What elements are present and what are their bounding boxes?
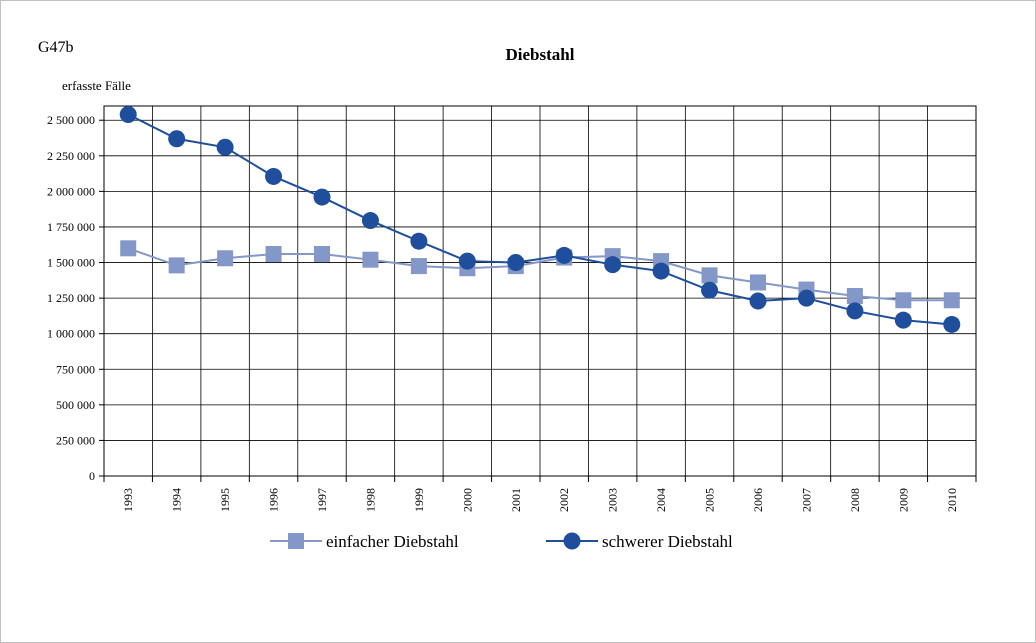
- series-layer: [119, 106, 961, 333]
- data-point-einfacher-diebstahl: [846, 287, 863, 304]
- data-point-einfacher-diebstahl: [701, 267, 718, 284]
- data-point-schwerer-diebstahl: [943, 315, 961, 333]
- data-point-schwerer-diebstahl: [846, 302, 864, 320]
- y-tick-label: 1 250 000: [47, 291, 95, 305]
- x-tick-label: 2005: [703, 488, 717, 512]
- data-point-schwerer-diebstahl: [216, 138, 234, 156]
- x-tick-label: 2003: [606, 488, 620, 512]
- data-point-schwerer-diebstahl: [701, 281, 719, 299]
- x-tick-label: 1995: [218, 488, 232, 512]
- data-point-schwerer-diebstahl: [119, 106, 137, 124]
- x-tick-label: 2010: [945, 488, 959, 512]
- x-tick-label: 1998: [363, 488, 377, 512]
- y-tick-label: 2 000 000: [47, 184, 95, 198]
- gridlines: [103, 105, 977, 477]
- x-tick-label: 2007: [799, 488, 813, 512]
- y-tick-label: 750 000: [56, 362, 95, 376]
- data-point-einfacher-diebstahl: [120, 240, 137, 257]
- x-tick-label: 2002: [557, 488, 571, 512]
- chart-title: Diebstahl: [506, 45, 575, 64]
- data-point-einfacher-diebstahl: [943, 292, 960, 309]
- legend-marker-einfacher-diebstahl: [288, 533, 304, 549]
- x-tick-label: 2009: [896, 488, 910, 512]
- y-tick-label: 1 500 000: [47, 256, 95, 270]
- legend-label-einfacher-diebstahl: einfacher Diebstahl: [326, 532, 459, 551]
- data-point-einfacher-diebstahl: [362, 251, 379, 268]
- y-tick-label: 500 000: [56, 398, 95, 412]
- x-tick-label: 2004: [654, 488, 668, 512]
- data-point-schwerer-diebstahl: [652, 262, 670, 280]
- y-axis-label: erfasste Fälle: [62, 78, 131, 93]
- chart-id-label: G47b: [38, 39, 74, 56]
- data-point-schwerer-diebstahl: [555, 246, 573, 264]
- y-tick-label: 1 000 000: [47, 327, 95, 341]
- data-point-schwerer-diebstahl: [458, 252, 476, 270]
- data-point-schwerer-diebstahl: [894, 311, 912, 329]
- data-point-schwerer-diebstahl: [797, 289, 815, 307]
- data-point-schwerer-diebstahl: [168, 130, 186, 148]
- data-point-schwerer-diebstahl: [507, 254, 525, 272]
- x-tick-label: 2006: [751, 488, 765, 512]
- data-point-einfacher-diebstahl: [895, 292, 912, 309]
- data-point-einfacher-diebstahl: [750, 274, 766, 291]
- x-tick-label: 1994: [170, 488, 184, 512]
- y-tick-label: 2 500 000: [47, 113, 95, 127]
- data-point-einfacher-diebstahl: [265, 246, 282, 262]
- data-point-schwerer-diebstahl: [265, 167, 283, 185]
- legend-marker-schwerer-diebstahl: [563, 532, 581, 550]
- data-point-einfacher-diebstahl: [168, 257, 185, 274]
- axes: 0 250 000 500 000 750 000 1 000 000 1 250 000…: [47, 113, 977, 512]
- y-tick-label: 0: [89, 469, 95, 483]
- x-tick-label: 1996: [267, 488, 281, 512]
- x-tick-label: 1999: [412, 488, 426, 512]
- data-point-schwerer-diebstahl: [749, 292, 767, 310]
- data-point-einfacher-diebstahl: [410, 258, 427, 275]
- x-tick-label: 1997: [315, 488, 329, 512]
- x-tick-label: 2000: [460, 488, 474, 512]
- series-line-einfacher-diebstahl: [127, 247, 952, 302]
- x-tick-label: 2001: [509, 488, 523, 512]
- x-tick-label: 1993: [121, 488, 135, 512]
- x-tick-label: 2008: [848, 488, 862, 512]
- y-tick-label: 2 250 000: [47, 149, 95, 163]
- y-tick-label: 1 750 000: [47, 220, 95, 234]
- data-point-schwerer-diebstahl: [604, 256, 622, 274]
- y-tick-label: 250 000: [56, 433, 95, 447]
- data-point-einfacher-diebstahl: [217, 250, 234, 267]
- data-point-einfacher-diebstahl: [314, 246, 330, 262]
- data-point-schwerer-diebstahl: [313, 188, 331, 206]
- legend-label-schwerer-diebstahl: schwerer Diebstahl: [602, 532, 733, 551]
- data-point-schwerer-diebstahl: [410, 232, 428, 250]
- legend: einfacher Diebstahl schwerer Diebstahl: [270, 532, 733, 551]
- data-point-schwerer-diebstahl: [361, 212, 379, 230]
